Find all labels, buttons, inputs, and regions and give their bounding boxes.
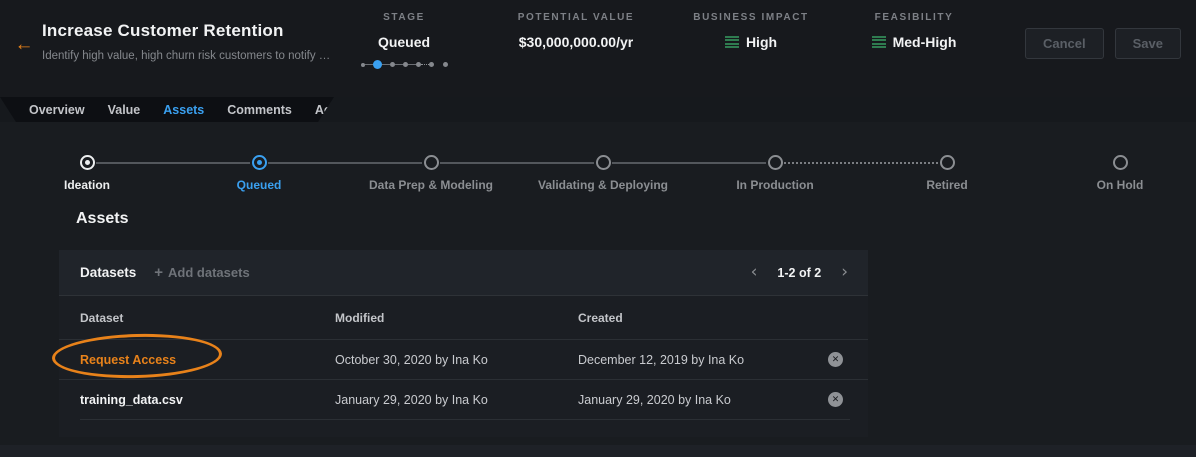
step-on-hold[interactable]: On Hold: [1035, 144, 1196, 192]
step-queued-label: Queued: [236, 178, 282, 192]
content-area: Ideation Queued Data Prep & Modeling Val…: [0, 122, 1196, 457]
feasibility-bars-icon: [871, 35, 886, 49]
step-validating-label: Validating & Deploying: [537, 178, 668, 192]
dataset-link-training-data[interactable]: training_data.csv: [80, 392, 183, 407]
step-retired-circle[interactable]: [939, 155, 955, 170]
dataset-link-request-access[interactable]: Request Access: [80, 352, 177, 367]
stat-potential-value: POTENTIAL VALUE $30,000,000.00/yr: [500, 12, 652, 50]
stat-stage: STAGE Queued: [352, 12, 456, 69]
save-button[interactable]: Save: [1114, 28, 1181, 59]
stat-business-impact-label: BUSINESS IMPACT: [693, 12, 809, 23]
column-header-created: Created: [578, 310, 623, 325]
step-in-production-circle[interactable]: [767, 155, 783, 170]
step-ideation[interactable]: Ideation: [2, 144, 172, 192]
assets-section-heading: Assets: [76, 210, 129, 227]
back-arrow-icon[interactable]: ←: [14, 34, 34, 55]
created-cell: January 29, 2020 by Ina Ko: [578, 392, 731, 407]
tab-strip: Overview Value Assets Comments Activity: [0, 97, 334, 122]
datasets-panel-header: Datasets + Add datasets ‹ 1-2 of 2 ›: [59, 250, 868, 296]
tab-strip-row: Overview Value Assets Comments Activity: [0, 97, 1196, 122]
step-in-production-label: In Production: [736, 178, 814, 192]
pagination-range: 1-2 of 2: [777, 265, 822, 280]
tab-overview[interactable]: Overview: [29, 102, 85, 117]
stat-business-impact: BUSINESS IMPACT High: [686, 12, 816, 50]
step-on-hold-label: On Hold: [1096, 178, 1144, 192]
tab-activity[interactable]: Activity: [314, 102, 361, 117]
cancel-button[interactable]: Cancel: [1024, 28, 1104, 59]
footer-strip: [0, 445, 1196, 457]
modified-cell: October 30, 2020 by Ina Ko: [335, 352, 488, 367]
column-header-modified: Modified: [335, 310, 385, 325]
next-page-icon[interactable]: ›: [841, 262, 848, 282]
pagination: ‹ 1-2 of 2 ›: [751, 264, 848, 281]
stat-feasibility: FEASIBILITY Med-High: [854, 12, 974, 50]
table-row: Request Access October 30, 2020 by Ina K…: [51, 331, 868, 381]
step-ideation-label: Ideation: [63, 178, 110, 192]
page-subtitle: Identify high value, high churn risk cus…: [42, 50, 331, 62]
tab-comments[interactable]: Comments: [227, 102, 292, 117]
tab-assets[interactable]: Assets: [163, 102, 205, 117]
step-data-prep-label: Data Prep & Modeling: [368, 178, 493, 192]
stat-feasibility-value: Med-High: [892, 34, 957, 50]
datasets-table-header: Dataset Modified Created: [59, 296, 868, 339]
datasets-panel: Datasets + Add datasets ‹ 1-2 of 2 › Dat…: [51, 250, 868, 437]
remove-dataset-icon[interactable]: ✕: [828, 352, 843, 367]
stat-feasibility-label: FEASIBILITY: [874, 12, 954, 23]
step-queued-circle[interactable]: [251, 155, 267, 170]
stat-stage-label: STAGE: [383, 12, 425, 23]
step-data-prep-circle[interactable]: [423, 155, 439, 170]
step-retired-label: Retired: [926, 178, 968, 192]
prev-page-icon[interactable]: ‹: [750, 262, 758, 282]
add-datasets-label: Add datasets: [168, 265, 250, 280]
impact-bars-icon: [724, 35, 739, 49]
stat-stage-value: Queued: [377, 34, 431, 50]
add-datasets-button[interactable]: + Add datasets: [154, 264, 249, 281]
step-on-hold-circle[interactable]: [1112, 155, 1128, 170]
step-queued[interactable]: Queued: [174, 144, 344, 192]
stage-stepper: Ideation Queued Data Prep & Modeling Val…: [0, 144, 1196, 202]
stat-potential-value-label: POTENTIAL VALUE: [517, 12, 635, 23]
step-validating-circle[interactable]: [595, 155, 611, 170]
tab-value[interactable]: Value: [107, 102, 141, 117]
stage-progress-dots: [352, 60, 456, 69]
step-validating[interactable]: Validating & Deploying: [518, 144, 688, 192]
step-in-production[interactable]: In Production: [690, 144, 860, 192]
step-ideation-circle[interactable]: [79, 155, 95, 170]
column-header-dataset: Dataset: [80, 310, 124, 325]
datasets-panel-title: Datasets: [80, 265, 137, 280]
created-cell: December 12, 2019 by Ina Ko: [578, 352, 745, 367]
step-retired[interactable]: Retired: [862, 144, 1032, 192]
stat-potential-value-value: $30,000,000.00/yr: [518, 34, 634, 50]
divider: [80, 419, 850, 420]
modified-cell: January 29, 2020 by Ina Ko: [335, 392, 488, 407]
table-row: training_data.csv January 29, 2020 by In…: [59, 379, 868, 419]
plus-icon: +: [154, 264, 164, 281]
title-block: Increase Customer Retention Identify hig…: [42, 21, 342, 62]
header-bar: ← Increase Customer Retention Identify h…: [0, 0, 1196, 97]
remove-dataset-icon[interactable]: ✕: [828, 392, 843, 407]
page-title: Increase Customer Retention: [42, 21, 284, 40]
stat-business-impact-value: High: [745, 34, 778, 50]
step-data-prep[interactable]: Data Prep & Modeling: [346, 144, 516, 192]
